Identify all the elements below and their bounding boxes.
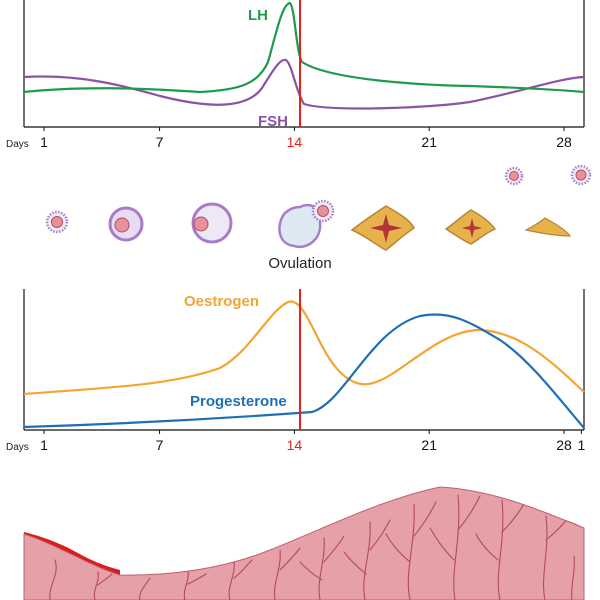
axis-tick-label: 1 [577,437,585,453]
new-primordial-follicle [504,166,524,186]
axis-tick-label: 21 [421,437,437,453]
endometrium-panel [23,486,585,600]
bottom-day-axis: Days 1 7 14 21 28 1 [6,430,585,453]
fsh-label: FSH [258,113,288,130]
fsh-curve [23,58,585,110]
progesterone-label: Progesterone [190,393,287,410]
oestrogen-label: Oestrogen [184,293,259,310]
primary-follicle [108,206,144,242]
progesterone-curve [23,313,585,429]
axis-tick-label: 21 [421,134,437,150]
ovulating-follicle [278,199,335,249]
corpus-luteum [350,205,415,251]
lh-label: LH [248,7,268,24]
days-axis-label: Days [6,139,29,150]
axis-tick-label: 14 [287,437,303,453]
axis-tick-label: 28 [556,437,572,453]
days-axis-label: Days [6,442,29,453]
axis-tick-label: 7 [156,437,164,453]
endometrial-blood-vessels [49,494,575,600]
primordial-follicle [45,210,69,234]
corpus-albicans [524,217,572,237]
top-day-axis: Days 1 7 14 21 28 [6,127,572,150]
new-primordial-follicle [570,164,592,186]
axis-tick-label: 14 [287,134,303,150]
regressing-corpus-luteum [444,209,497,245]
lh-curve [23,1,585,94]
oestrogen-curve [23,300,585,396]
ovarian-cycle-panel: Ovulation [45,164,592,272]
endometrium-lining [23,486,585,600]
gonadotropin-panel: LH FSH [23,0,585,130]
axis-tick-label: 28 [556,134,572,150]
axis-tick-label: 1 [40,134,48,150]
secondary-follicle [191,202,233,244]
ovulation-label: Ovulation [268,255,331,272]
axis-tick-label: 1 [40,437,48,453]
axis-tick-label: 7 [156,134,164,150]
steroid-panel: Oestrogen Progesterone [23,289,585,431]
